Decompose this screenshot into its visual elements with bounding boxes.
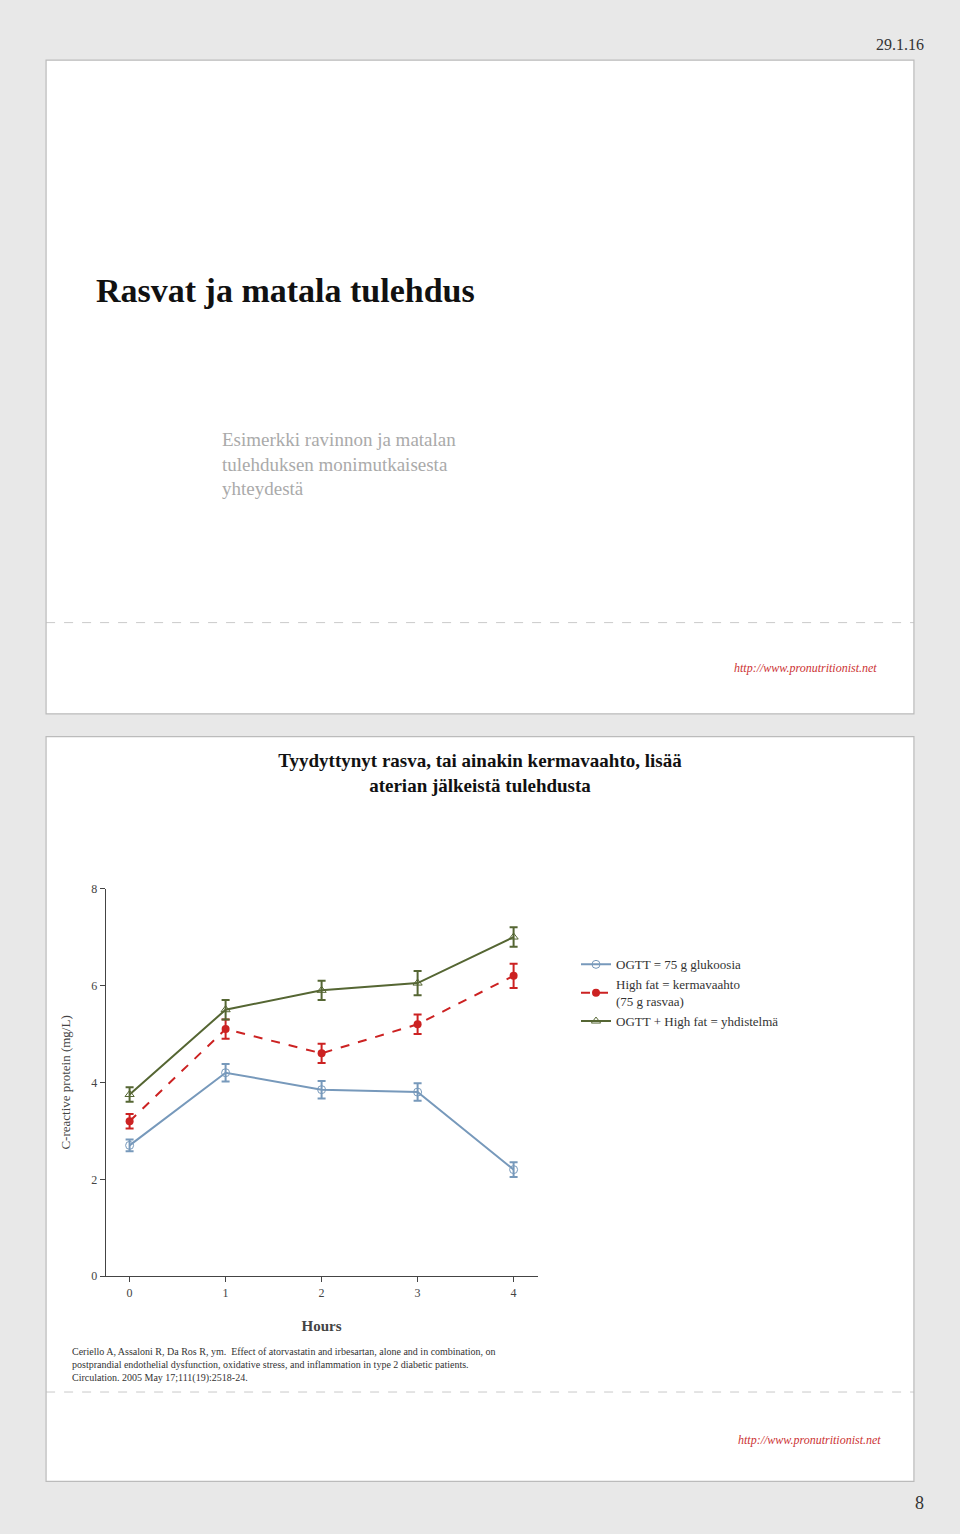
svg-text:OGTT + High fat = yhdistelmä: OGTT + High fat = yhdistelmä bbox=[616, 1014, 778, 1029]
svg-text:Rasvat ja matala tulehdus: Rasvat ja matala tulehdus bbox=[96, 272, 475, 309]
svg-text:Tyydyttynyt rasva, tai ainakin: Tyydyttynyt rasva, tai ainakin kermavaah… bbox=[278, 750, 682, 796]
svg-text:4: 4 bbox=[511, 1286, 517, 1300]
svg-text:Ceriello A, Assaloni R, Da Ros: Ceriello A, Assaloni R, Da Ros R, ym. Ef… bbox=[72, 1346, 496, 1384]
svg-text:8: 8 bbox=[91, 882, 97, 896]
svg-text:http://www.pronutritionist.net: http://www.pronutritionist.net bbox=[738, 1433, 881, 1447]
svg-text:2: 2 bbox=[91, 1173, 97, 1187]
svg-text:C-reactive protein (mg/L): C-reactive protein (mg/L) bbox=[58, 1015, 73, 1149]
svg-text:High fat = kermavaahto(75 g ra: High fat = kermavaahto(75 g rasvaa) bbox=[616, 977, 740, 1009]
svg-text:6: 6 bbox=[91, 979, 97, 993]
svg-text:1: 1 bbox=[223, 1286, 229, 1300]
svg-text:0: 0 bbox=[91, 1269, 97, 1283]
svg-text:29.1.16: 29.1.16 bbox=[876, 36, 924, 53]
svg-text:http://www.pronutritionist.net: http://www.pronutritionist.net bbox=[734, 661, 877, 675]
svg-text:4: 4 bbox=[91, 1076, 97, 1090]
svg-text:Esimerkki ravinnon ja matalant: Esimerkki ravinnon ja matalantulehduksen… bbox=[222, 429, 456, 499]
svg-text:0: 0 bbox=[127, 1286, 133, 1300]
svg-text:Hours: Hours bbox=[302, 1318, 342, 1334]
svg-text:2: 2 bbox=[319, 1286, 325, 1300]
svg-text:8: 8 bbox=[915, 1493, 924, 1513]
svg-text:OGTT = 75 g glukoosia: OGTT = 75 g glukoosia bbox=[616, 957, 741, 972]
svg-text:3: 3 bbox=[415, 1286, 421, 1300]
